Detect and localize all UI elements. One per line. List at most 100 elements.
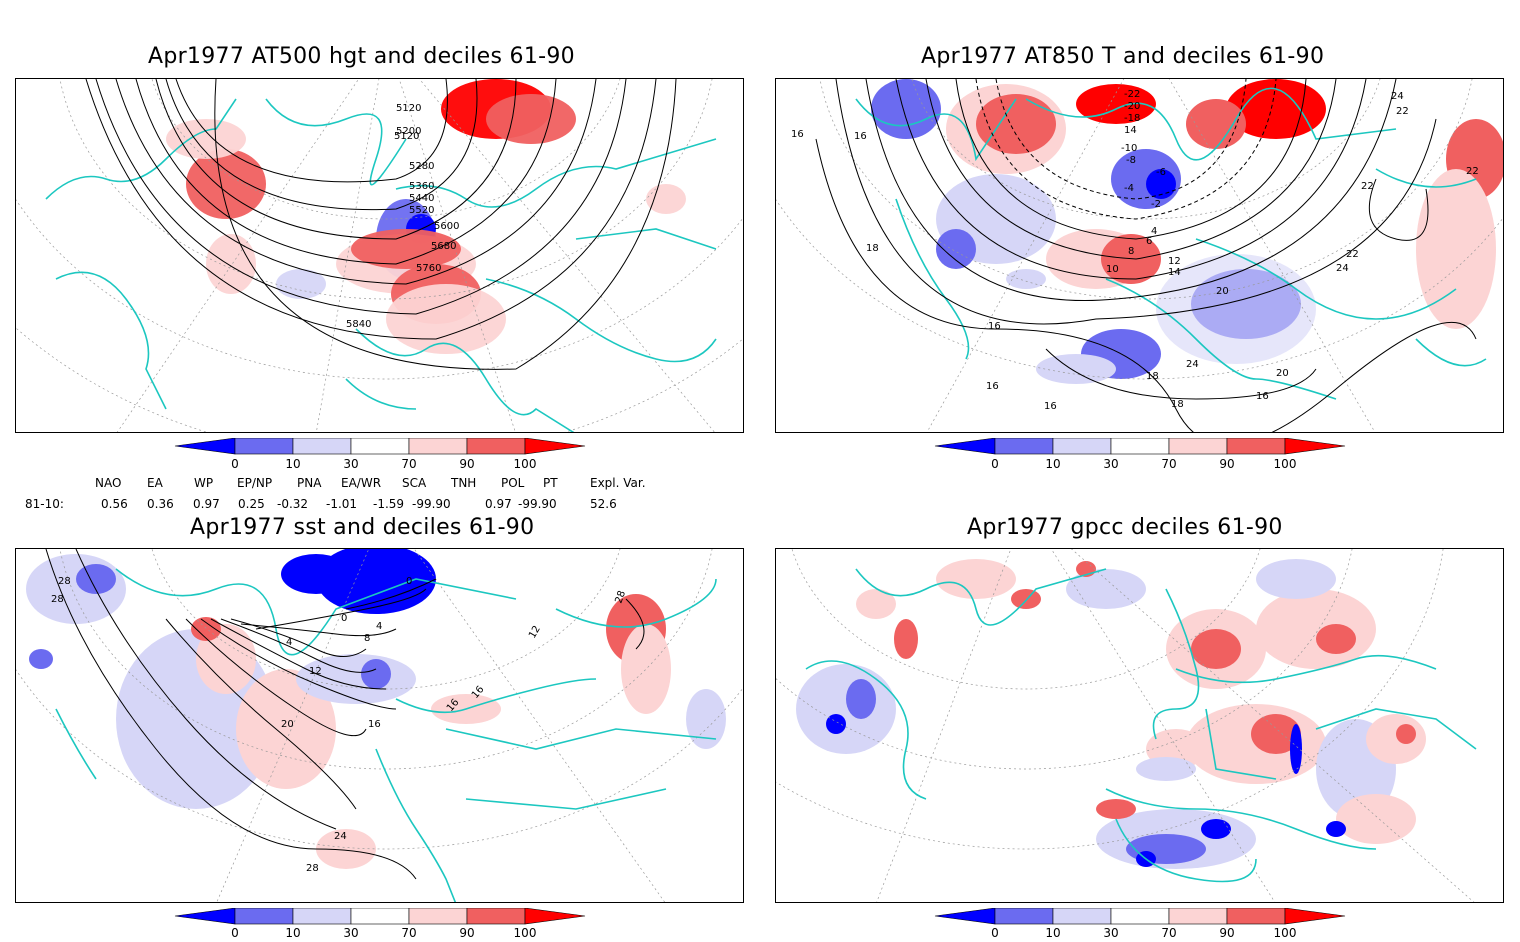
contour-label-5360: 5360: [409, 181, 434, 192]
coastlines: [855, 87, 1487, 400]
index-value: -0.32: [277, 497, 309, 511]
contour-label: 18: [1146, 371, 1159, 382]
index-header: TNH: [451, 476, 477, 490]
contour-label: 24: [1336, 263, 1349, 274]
colorbar-tick: 30: [1103, 457, 1118, 471]
colorbar-tick: 10: [1045, 457, 1060, 471]
contour-labels: 28 28 28 0 4 8 12 16 16 16 12 20 24 28 0…: [51, 576, 628, 874]
colorbar-tick: 0: [991, 457, 999, 471]
index-header: Expl. Var.: [590, 476, 646, 490]
contour-label-5280: 5280: [409, 161, 434, 172]
contour-label: 12: [527, 624, 543, 641]
contour-label: 14: [1124, 125, 1137, 136]
contour-label: 10: [1106, 264, 1119, 275]
colorbar-tick: 70: [1161, 926, 1176, 940]
colorbar-tick: 100: [514, 457, 537, 471]
height-contours: [85, 79, 677, 370]
map-panel-sst: 28 28 28 0 4 8 12 16 16 16 12 20 24 28 0…: [15, 548, 744, 903]
grid-lines: [776, 549, 1475, 902]
panel-title-t850: Apr1977 AT850 T and deciles 61-90: [921, 44, 1325, 69]
coastlines: [45, 98, 717, 432]
contour-label: 28: [58, 576, 71, 587]
map-sst: 28 28 28 0 4 8 12 16 16 16 12 20 24 28 0…: [16, 549, 743, 902]
temperature-contours: [815, 79, 1477, 432]
contour-label: 24: [334, 831, 347, 842]
contour-label-5200: 5200: [396, 126, 421, 137]
contour-label: 18: [1171, 399, 1184, 410]
contour-label: 18: [866, 243, 879, 254]
colorbar-hgt: 0 10 30 70 90 100: [174, 438, 586, 471]
index-value: 0.25: [238, 497, 265, 511]
panel-title-gpcc: Apr1977 gpcc deciles 61-90: [967, 515, 1283, 540]
colorbar-tick: 90: [459, 457, 474, 471]
contour-label: 24: [1186, 359, 1199, 370]
index-header: EP/NP: [237, 476, 273, 490]
colorbar-sst: 0 10 30 70 90 100: [174, 908, 586, 940]
colorbar-tick: 70: [1161, 457, 1176, 471]
map-panel-t850: -22 -20 -18 14 -10 -8 -6 -4 -2 4 6 8 10 …: [775, 78, 1504, 433]
contour-label: 16: [854, 131, 867, 142]
index-value: 0.97: [485, 497, 512, 511]
index-value: 0.97: [193, 497, 220, 511]
contour-label: 20: [1216, 286, 1229, 297]
contour-label: 4: [1151, 226, 1157, 237]
map-t850: -22 -20 -18 14 -10 -8 -6 -4 -2 4 6 8 10 …: [776, 79, 1503, 432]
colorbar-tick: 0: [231, 457, 239, 471]
contour-label-5600: 5600: [434, 221, 459, 232]
colorbar-tick: 10: [285, 926, 300, 940]
colorbar-tick: 90: [1219, 457, 1234, 471]
contour-label: -4: [1124, 183, 1134, 194]
index-value: -99.90: [412, 497, 451, 511]
contour-label-5840: 5840: [346, 319, 371, 330]
colorbar-tick: 100: [514, 926, 537, 940]
contour-label: 16: [368, 719, 381, 730]
contour-label: -10: [1121, 143, 1137, 154]
contour-label: 24: [1391, 91, 1404, 102]
index-header: EA: [147, 476, 163, 490]
index-value: -1.59: [373, 497, 405, 511]
index-header: PNA: [297, 476, 322, 490]
map-panel-hgt: 5120 5120 5120 5200 5280 5360 5440 5520 …: [15, 78, 744, 433]
index-row-label: 81-10:: [25, 497, 64, 511]
contour-label: 22: [1466, 166, 1479, 177]
contour-label-5680: 5680: [431, 241, 456, 252]
contour-label: 16: [791, 129, 804, 140]
index-value: 0.36: [147, 497, 174, 511]
contour-label: 22: [1396, 106, 1409, 117]
contour-label-5760: 5760: [416, 263, 441, 274]
colorbar-tick: 70: [401, 457, 416, 471]
colorbar-tick: 100: [1274, 926, 1297, 940]
anomaly-shading: [26, 549, 726, 869]
contour-label: 5120: [394, 131, 419, 142]
contour-label: 16: [1256, 391, 1269, 402]
contour-label: -2: [1151, 199, 1161, 210]
index-value: -99.90: [518, 497, 557, 511]
contour-label: -20: [1124, 101, 1140, 112]
contour-label: 28: [306, 863, 319, 874]
index-header: NAO: [95, 476, 122, 490]
map-panel-gpcc: [775, 548, 1504, 903]
contour-label: 28: [51, 594, 64, 605]
contour-label: 22: [1346, 249, 1359, 260]
contour-label: 12: [309, 666, 322, 677]
contour-label: -22: [1124, 89, 1140, 100]
contour-label: 4: [376, 621, 382, 632]
contour-labels: 5120 5120 5120 5200 5280 5360 5440 5520 …: [346, 103, 459, 330]
colorbar-tick: 30: [1103, 926, 1118, 940]
contour-label: 20: [281, 719, 294, 730]
contour-label: 28: [613, 589, 628, 605]
contour-label: -18: [1124, 113, 1140, 124]
index-header: SCA: [402, 476, 427, 490]
index-header: WP: [194, 476, 214, 490]
contour-label: 6: [1146, 236, 1152, 247]
contour-label-5520: 5520: [409, 205, 434, 216]
contour-label: -8: [1126, 155, 1136, 166]
colorbar-tick: 10: [285, 457, 300, 471]
contour-label: 20: [1276, 368, 1289, 379]
colorbar-tick: 90: [1219, 926, 1234, 940]
anomaly-shading: [166, 79, 686, 354]
map-hgt: 5120 5120 5120 5200 5280 5360 5440 5520 …: [16, 79, 743, 432]
contour-label: 0: [341, 613, 347, 624]
contour-label: 22: [1361, 181, 1374, 192]
colorbar-tick: 0: [991, 926, 999, 940]
